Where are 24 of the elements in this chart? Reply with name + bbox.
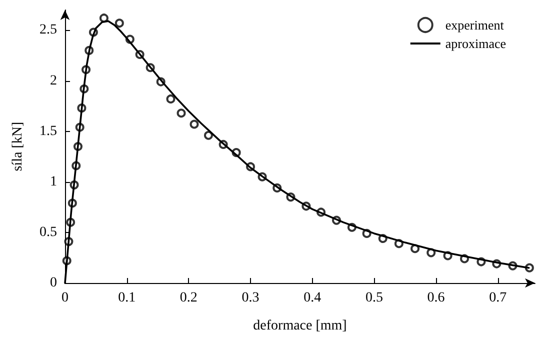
y-tick-label: 2	[50, 73, 57, 88]
x-tick-label: 0.6	[427, 290, 445, 306]
point	[190, 120, 199, 129]
x-tick-label: 0.4	[304, 290, 322, 306]
y-tick-label: 1.5	[40, 124, 57, 139]
point	[166, 94, 176, 104]
y-tick-label: 0.5	[40, 224, 57, 240]
legend-label: aproximace	[445, 36, 506, 51]
y-tick-label: 1	[50, 174, 57, 190]
point	[114, 18, 124, 28]
x-tick-label: 0.2	[180, 290, 198, 306]
x-tick-label: 0.7	[489, 290, 507, 306]
y-tick-label: 2.5	[40, 22, 57, 38]
x-tick-label: 0.5	[365, 290, 383, 306]
point	[176, 108, 186, 118]
point	[204, 130, 213, 140]
x-tick-label: 0.3	[242, 290, 260, 306]
x-tick-label: 0.1	[118, 290, 136, 306]
y-axis-title: síla [kN]	[10, 122, 26, 172]
y-tick-label: 0	[50, 276, 57, 290]
legend-label: experiment	[445, 18, 504, 32]
x-axis-title: deformace [mm]	[253, 318, 347, 334]
x-tick-label: 0	[62, 290, 68, 306]
point	[99, 14, 108, 23]
